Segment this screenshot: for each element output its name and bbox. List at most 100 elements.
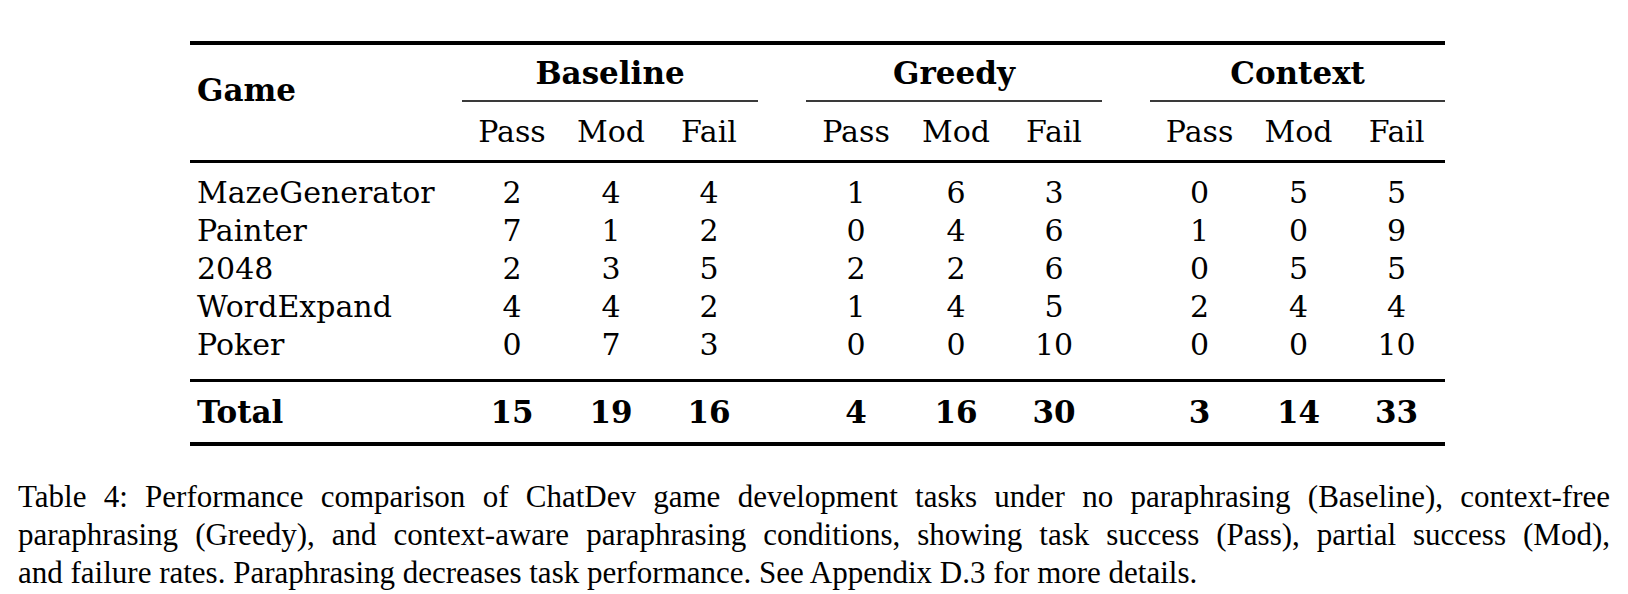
cell-greedy-pass: 0: [806, 211, 906, 249]
col-group-greedy: Greedy: [806, 43, 1102, 101]
cell-baseline-mod: 4: [562, 162, 660, 212]
col-group-context: Context: [1150, 43, 1445, 101]
table-row: Painter712046109: [190, 211, 1445, 249]
cell-greedy-pass: 0: [806, 325, 906, 381]
caption-line: Table 4: Performance comparison of ChatD…: [18, 478, 1610, 516]
table-caption: Table 4: Performance comparison of ChatD…: [18, 478, 1610, 592]
column-gap: [758, 325, 806, 381]
column-gap: [758, 381, 806, 445]
subheader-greedy-fail: Fail: [1006, 101, 1102, 162]
cell-context-mod: 0: [1249, 325, 1348, 381]
column-gap: [758, 162, 806, 212]
cell-context-pass: 3: [1150, 381, 1249, 445]
table-row: Poker07300100010: [190, 325, 1445, 381]
performance-table: Game Baseline Greedy Context Pass Mod Fa…: [190, 41, 1445, 446]
cell-context-mod: 5: [1249, 249, 1348, 287]
cell-greedy-mod: 4: [906, 211, 1006, 249]
table-row: WordExpand442145244: [190, 287, 1445, 325]
cell-baseline-fail: 16: [660, 381, 758, 445]
cell-baseline-fail: 3: [660, 325, 758, 381]
caption-line: paraphrasing (Greedy), and context-aware…: [18, 516, 1610, 554]
subheader-context-mod: Mod: [1249, 101, 1348, 162]
column-gap: [1102, 211, 1150, 249]
total-row: Total1519164163031433: [190, 381, 1445, 445]
cell-context-fail: 33: [1348, 381, 1445, 445]
page: Game Baseline Greedy Context Pass Mod Fa…: [0, 0, 1628, 594]
table-header: Game Baseline Greedy Context Pass Mod Fa…: [190, 43, 1445, 162]
cell-greedy-mod: 4: [906, 287, 1006, 325]
cell-context-pass: 2: [1150, 287, 1249, 325]
cell-greedy-pass: 1: [806, 162, 906, 212]
table-row: 2048235226055: [190, 249, 1445, 287]
cell-context-mod: 14: [1249, 381, 1348, 445]
cell-context-mod: 0: [1249, 211, 1348, 249]
cell-context-fail: 9: [1348, 211, 1445, 249]
column-gap: [1102, 287, 1150, 325]
cell-greedy-mod: 0: [906, 325, 1006, 381]
cell-baseline-fail: 2: [660, 287, 758, 325]
cell-greedy-fail: 6: [1006, 211, 1102, 249]
cell-greedy-pass: 4: [806, 381, 906, 445]
cell-baseline-pass: 2: [462, 249, 562, 287]
game-name: MazeGenerator: [190, 162, 462, 212]
subheader-context-pass: Pass: [1150, 101, 1249, 162]
subheader-context-fail: Fail: [1348, 101, 1445, 162]
col-group-baseline: Baseline: [462, 43, 758, 101]
cell-greedy-fail: 5: [1006, 287, 1102, 325]
subheader-greedy-mod: Mod: [906, 101, 1006, 162]
cell-greedy-fail: 6: [1006, 249, 1102, 287]
cell-baseline-mod: 1: [562, 211, 660, 249]
column-gap: [1102, 162, 1150, 212]
table-body: MazeGenerator244163055Painter71204610920…: [190, 162, 1445, 445]
column-gap: [758, 287, 806, 325]
cell-baseline-fail: 4: [660, 162, 758, 212]
cell-context-fail: 10: [1348, 325, 1445, 381]
cell-greedy-mod: 2: [906, 249, 1006, 287]
cell-baseline-mod: 3: [562, 249, 660, 287]
cell-baseline-fail: 5: [660, 249, 758, 287]
game-name: 2048: [190, 249, 462, 287]
cell-greedy-fail: 3: [1006, 162, 1102, 212]
cell-context-mod: 5: [1249, 162, 1348, 212]
cell-baseline-pass: 15: [462, 381, 562, 445]
results-table: Game Baseline Greedy Context Pass Mod Fa…: [190, 41, 1445, 446]
cell-context-fail: 5: [1348, 162, 1445, 212]
cell-baseline-pass: 4: [462, 287, 562, 325]
column-gap: [758, 43, 806, 162]
column-gap: [1102, 249, 1150, 287]
cell-baseline-fail: 2: [660, 211, 758, 249]
column-gap: [758, 249, 806, 287]
subheader-baseline-mod: Mod: [562, 101, 660, 162]
column-gap: [1102, 381, 1150, 445]
caption-line: and failure rates. Paraphrasing decrease…: [18, 554, 1610, 592]
cell-baseline-mod: 4: [562, 287, 660, 325]
subheader-greedy-pass: Pass: [806, 101, 906, 162]
cell-context-pass: 0: [1150, 249, 1249, 287]
table-row: MazeGenerator244163055: [190, 162, 1445, 212]
game-name: Poker: [190, 325, 462, 381]
col-header-game: Game: [190, 43, 462, 162]
column-gap: [1102, 325, 1150, 381]
cell-baseline-pass: 7: [462, 211, 562, 249]
column-gap: [758, 211, 806, 249]
game-name: Painter: [190, 211, 462, 249]
subheader-baseline-pass: Pass: [462, 101, 562, 162]
cell-greedy-mod: 6: [906, 162, 1006, 212]
cell-greedy-fail: 30: [1006, 381, 1102, 445]
cell-baseline-mod: 7: [562, 325, 660, 381]
cell-baseline-mod: 19: [562, 381, 660, 445]
column-gap: [1102, 43, 1150, 162]
cell-greedy-pass: 2: [806, 249, 906, 287]
cell-greedy-pass: 1: [806, 287, 906, 325]
cell-context-pass: 0: [1150, 162, 1249, 212]
cell-baseline-pass: 0: [462, 325, 562, 381]
total-label: Total: [190, 381, 462, 445]
cell-greedy-mod: 16: [906, 381, 1006, 445]
cell-context-fail: 4: [1348, 287, 1445, 325]
cell-greedy-fail: 10: [1006, 325, 1102, 381]
cell-context-pass: 0: [1150, 325, 1249, 381]
cell-context-fail: 5: [1348, 249, 1445, 287]
group-header-row: Game Baseline Greedy Context: [190, 43, 1445, 101]
cell-context-pass: 1: [1150, 211, 1249, 249]
subheader-baseline-fail: Fail: [660, 101, 758, 162]
